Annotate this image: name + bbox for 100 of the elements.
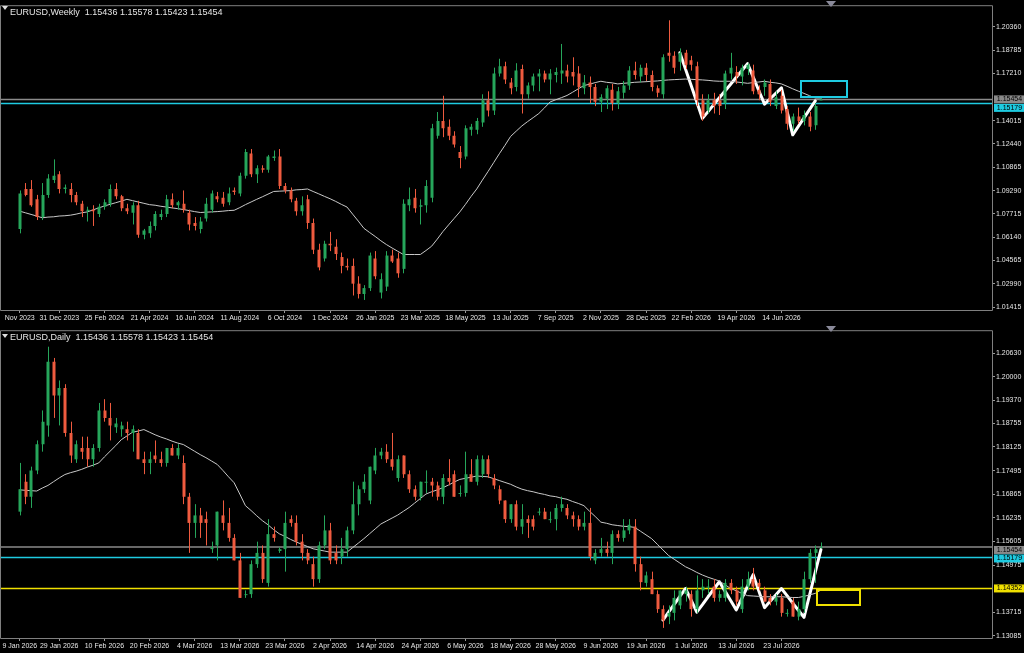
candlestick (187, 209, 191, 231)
candlestick (413, 188, 417, 214)
candlestick (475, 454, 479, 486)
candlestick (718, 93, 722, 116)
candlestick (610, 529, 614, 565)
candlestick (514, 62, 518, 92)
candlestick (729, 52, 733, 80)
candlestick (486, 454, 490, 479)
candlestick (458, 484, 462, 498)
candlestick (74, 439, 78, 464)
chart-title: EURUSD,Weekly 1.15436 1.15578 1.15423 1.15454 (10, 6, 223, 17)
candlestick (108, 402, 112, 441)
candlestick (469, 458, 473, 483)
candlestick (780, 89, 784, 115)
candlestick (740, 64, 744, 86)
candlestick (323, 240, 327, 262)
candlestick (204, 197, 208, 223)
candlestick (340, 252, 344, 274)
candlestick (814, 102, 818, 131)
candlestick (503, 499, 507, 524)
candlestick (537, 68, 541, 92)
chart-title: EURUSD,Daily 1.15436 1.15578 1.15423 1.15454 (10, 331, 214, 342)
candlestick (509, 503, 513, 524)
candlestick (238, 172, 242, 197)
candlestick (627, 65, 631, 91)
candlestick (396, 454, 400, 483)
candlestick (514, 499, 518, 531)
candlestick (357, 484, 361, 516)
candlestick (785, 105, 789, 131)
candlestick (153, 210, 157, 231)
candlestick (142, 451, 146, 475)
candlestick (639, 556, 643, 591)
candlestick (486, 90, 490, 117)
candlestick (29, 179, 33, 208)
candlestick (791, 597, 795, 618)
candlestick (424, 179, 428, 214)
candlestick (57, 170, 61, 194)
candlestick (458, 145, 462, 169)
candlestick (622, 518, 626, 543)
candlestick (323, 514, 327, 550)
candlestick (672, 50, 676, 75)
candlestick (672, 589, 676, 621)
candlestick (452, 469, 456, 498)
candlestick (650, 70, 654, 92)
candlestick (582, 511, 586, 531)
candlestick (91, 443, 95, 468)
candlestick (255, 541, 259, 569)
candlestick (751, 567, 755, 591)
candlestick (712, 578, 716, 603)
candlestick (481, 454, 485, 479)
candlestick (588, 76, 592, 104)
candlestick (684, 49, 688, 70)
candlestick (199, 507, 203, 539)
candlestick (193, 503, 197, 539)
candlestick (520, 503, 524, 535)
candlestick (441, 95, 445, 138)
candlestick (678, 589, 682, 610)
candlestick (526, 514, 530, 539)
candlestick (385, 443, 389, 464)
candlestick (80, 436, 84, 460)
candlestick (108, 184, 112, 208)
candlestick (373, 447, 377, 475)
candlestick (610, 83, 614, 112)
candlestick (373, 250, 377, 280)
candlestick (605, 84, 609, 110)
candlestick (272, 150, 276, 162)
candlestick (317, 243, 321, 271)
candlestick (751, 64, 755, 95)
candlestick (232, 533, 236, 561)
candlestick (571, 56, 575, 86)
candlestick (46, 173, 50, 199)
candlestick (407, 469, 411, 494)
candlestick (153, 439, 157, 464)
candlestick (35, 194, 39, 221)
candlestick (300, 533, 304, 561)
candlestick (244, 148, 248, 180)
candlestick (210, 189, 214, 214)
candlestick (447, 118, 451, 141)
candlestick (402, 454, 406, 479)
candlestick (407, 186, 411, 212)
candlestick (41, 182, 45, 221)
candlestick (204, 511, 208, 546)
candlestick (390, 432, 394, 471)
candlestick (554, 503, 558, 531)
candlestick (735, 586, 739, 606)
candlestick (481, 93, 485, 128)
candlestick (616, 86, 620, 110)
candlestick (345, 526, 349, 558)
candlestick (814, 544, 818, 584)
candlestick (362, 473, 366, 494)
candlestick (701, 93, 705, 122)
candlestick (41, 409, 45, 453)
candlestick (785, 608, 789, 618)
candlestick (24, 473, 28, 505)
candlestick (548, 511, 552, 524)
candlestick (593, 83, 597, 107)
candlestick (447, 458, 451, 486)
candlestick (69, 421, 73, 464)
candlestick (125, 421, 129, 441)
candlestick (740, 578, 744, 614)
